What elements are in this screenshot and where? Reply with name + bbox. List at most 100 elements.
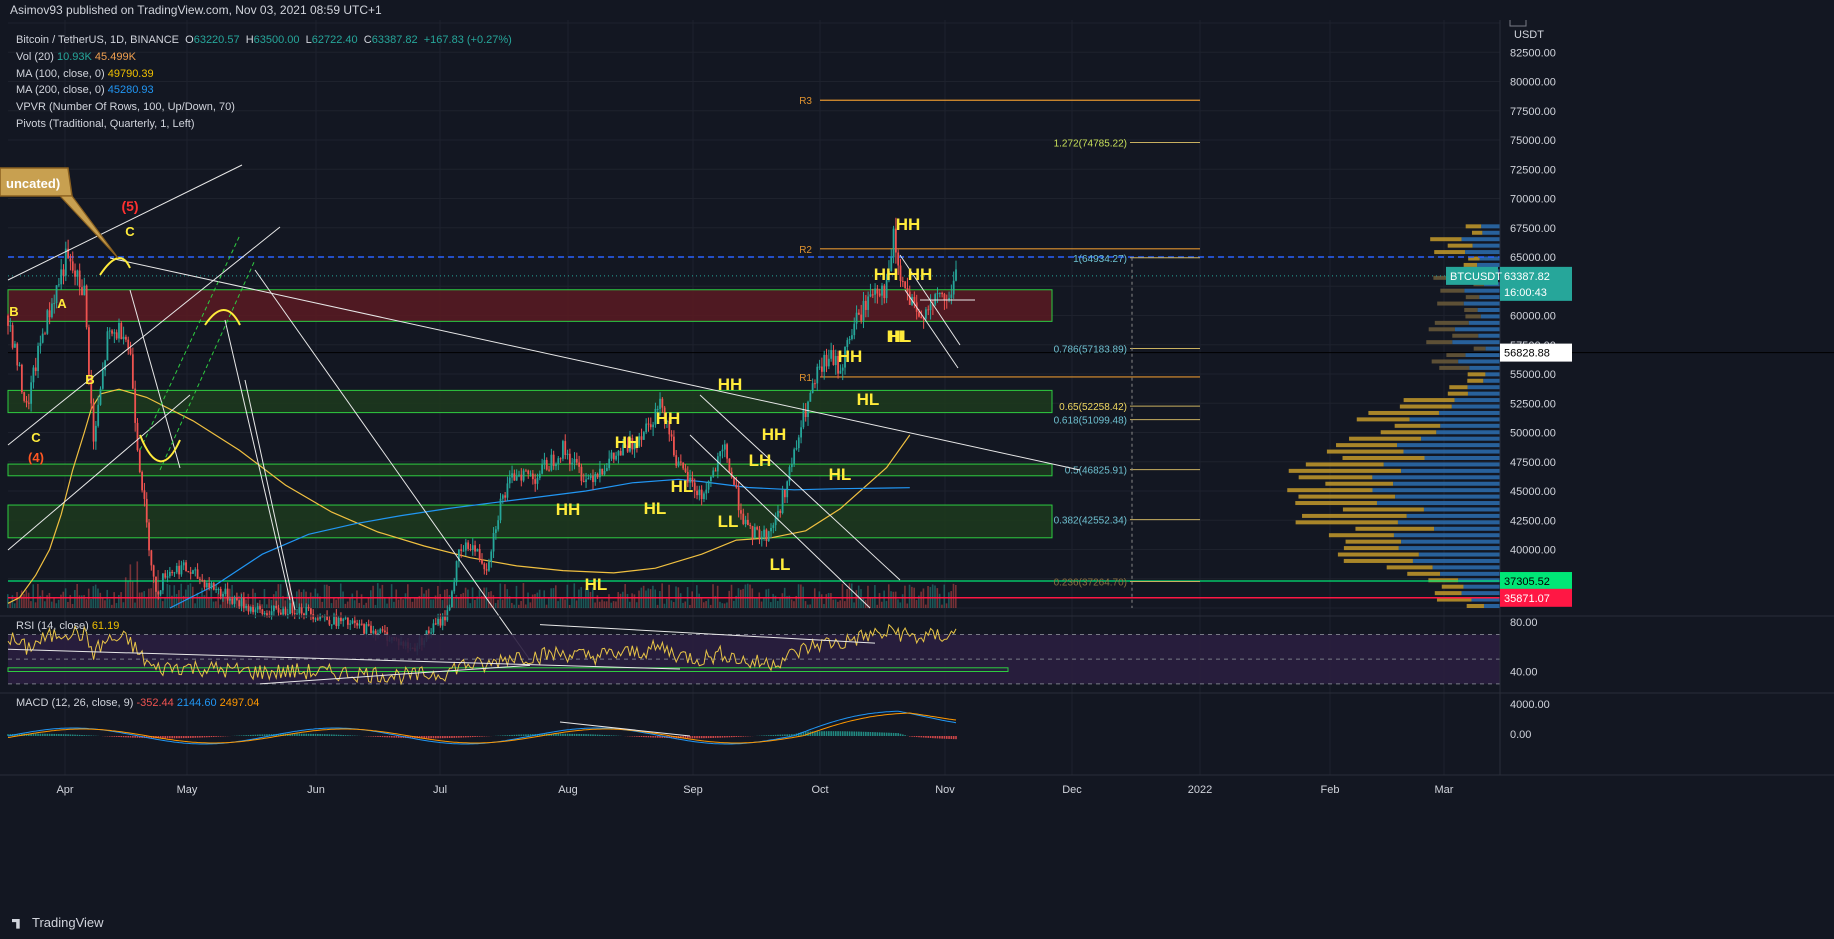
annotations: BABC(4)C(5)HHHLHHHHHHHLHLHHLHLLLLHLHHHLH… (9, 198, 932, 594)
candle-body (97, 404, 100, 426)
volume-bar (520, 600, 522, 608)
footer-brand[interactable]: TradingView (32, 915, 104, 930)
volume-value: 10.93K (56, 50, 92, 63)
macd-hist-bar (162, 736, 164, 739)
candle-body (666, 420, 668, 422)
ohlc-open: 63220.57 (193, 34, 240, 46)
vpvr-bar-up (1477, 262, 1500, 267)
volume-bar (27, 592, 30, 608)
structure-label: B (9, 304, 18, 319)
vpvr-bar-down (1447, 391, 1468, 396)
structure-label: C (125, 224, 135, 239)
ma200-legend[interactable]: MA (200, close, 0) 45280.93 (16, 82, 512, 99)
volume-bar (18, 598, 21, 608)
candle-body (108, 330, 111, 332)
vpvr-bar-up (1458, 578, 1500, 583)
volume-bar (790, 599, 793, 608)
macd-hist-bar (911, 736, 913, 737)
volume-bar (853, 602, 855, 608)
macd-hist-bar (108, 736, 111, 737)
candle-body (802, 410, 805, 428)
macd-hist-bar (157, 736, 160, 739)
time-axis[interactable]: Apr May Jun Jul Aug Sep Oct Nov Dec 2022 Feb Mar (0, 774, 1834, 796)
candle-body (460, 549, 463, 551)
candle-body (219, 588, 222, 597)
macd-hist-bar (647, 736, 650, 738)
trend-line (904, 289, 959, 369)
candle-body (273, 605, 275, 612)
macd-hist-bar (603, 734, 606, 736)
rsi-legend[interactable]: RSI (14, close) 61.19 (16, 620, 119, 632)
candle-body (430, 632, 433, 634)
candle-body (316, 618, 319, 620)
vpvr-bar-down (1434, 591, 1462, 596)
ma100-legend[interactable]: MA (100, close, 0) 49790.39 (16, 66, 512, 83)
price-tick-label: 45000.00 (1510, 486, 1556, 498)
rsi-trendline (7, 648, 681, 670)
volume-bar (249, 604, 252, 608)
countdown-tag-bg (1500, 282, 1572, 301)
fib-label: 0.65(52258.42) (1059, 402, 1127, 413)
price-axis[interactable]: 37500.0040000.0042500.0045000.0047500.00… (1499, 15, 1834, 775)
volume-bar (793, 601, 795, 608)
volume-bar (298, 589, 300, 608)
candle-body (60, 269, 63, 285)
volume-bar (457, 597, 460, 608)
vpvr-legend[interactable]: VPVR (Number Of Rows, 100, Up/Down, 70) (16, 101, 235, 114)
volume-bar (633, 594, 636, 608)
macd-hist-bar (245, 735, 247, 736)
candle-body (201, 579, 204, 581)
level-green-tag: 37305.52 (1504, 576, 1550, 588)
candle-body (770, 527, 772, 532)
candle-body (457, 549, 460, 562)
volume-bar (665, 598, 668, 608)
candle-body (767, 531, 770, 541)
macd-hist-bar (506, 735, 509, 736)
pivots-legend[interactable]: Pivots (Traditional, Quarterly, 1, Left) (16, 117, 195, 130)
candle-body (955, 269, 957, 281)
candle-body (610, 452, 613, 459)
volume-bar (37, 583, 39, 608)
volume-bar (538, 589, 541, 608)
macd-hist-bar (187, 736, 190, 738)
macd-hist-bar (337, 734, 340, 736)
candle-body (578, 462, 581, 467)
rsi-trendline (259, 664, 531, 685)
candle-body (351, 620, 354, 624)
macd-hist-bar (138, 736, 141, 738)
candle-body (62, 269, 65, 276)
macd-legend[interactable]: MACD (12, 26, close, 9) -352.44 2144.60 … (16, 697, 259, 709)
symbol-label[interactable]: Bitcoin / TetherUS, 1D, BINANCE (16, 34, 180, 46)
macd-hist-bar (122, 736, 125, 738)
volume-bar (277, 584, 280, 608)
macd-hist-bar (434, 736, 437, 739)
macd-hist-bar (53, 733, 56, 736)
candle-body (890, 257, 893, 272)
vpvr-bar-up (1451, 404, 1500, 409)
vpvr-bar-down (1288, 468, 1402, 473)
volume-bar (749, 584, 751, 608)
macd-hist-bar (421, 736, 423, 739)
macd-hist-bar (115, 736, 118, 737)
macd-hist-bar (303, 733, 305, 736)
pivot-label: R1 (799, 373, 812, 384)
red-resistance-zone (7, 289, 1053, 322)
macd-hist-bar (65, 734, 67, 736)
volume-bar (823, 603, 825, 608)
volume-bar (626, 593, 629, 608)
pivot-label: R3 (799, 96, 812, 107)
macd-hist-bar (51, 733, 53, 736)
price-tick-label: 42500.00 (1510, 515, 1556, 527)
candle-body (901, 280, 904, 282)
macd-hist-bar (85, 735, 88, 736)
volume-bar (948, 592, 950, 608)
vpvr-bar-down (1302, 513, 1407, 518)
structure-label: LH (749, 451, 772, 470)
macd-hist-bar (726, 736, 728, 738)
ma100-line (7, 388, 911, 604)
volume-bar (594, 602, 596, 608)
volume-legend[interactable]: Vol (20) 10.93K 45.499K (16, 49, 512, 66)
macd-hist-bar (393, 736, 395, 738)
